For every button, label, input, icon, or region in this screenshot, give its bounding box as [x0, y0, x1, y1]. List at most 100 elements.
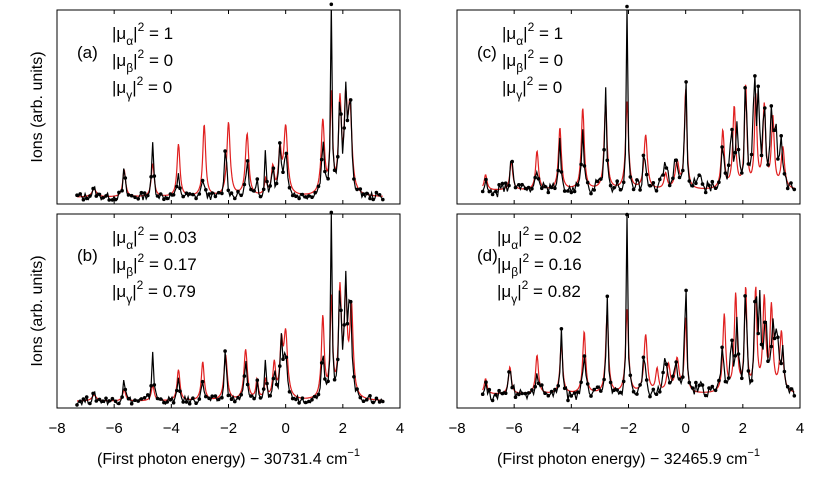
data-point — [175, 184, 179, 189]
data-point — [700, 383, 705, 387]
data-point — [710, 384, 715, 389]
data-point — [187, 401, 192, 406]
data-point — [129, 401, 134, 406]
data-point — [661, 370, 665, 375]
data-point — [123, 387, 128, 392]
data-point — [677, 175, 682, 180]
data-point — [229, 191, 234, 195]
data-point — [579, 380, 583, 385]
data-point — [274, 382, 279, 387]
panel-a: (a) |μα|2 = 1|μβ|2 = 0|μγ|2 = 0 — [56, 2, 401, 205]
data-point — [713, 388, 718, 393]
data-point — [194, 401, 198, 406]
data-point — [336, 357, 340, 362]
data-point — [84, 395, 89, 399]
data-point — [723, 171, 728, 175]
data-point — [766, 359, 770, 364]
data-point — [81, 397, 86, 401]
data-point — [361, 192, 366, 196]
data-point — [772, 128, 777, 132]
data-point — [113, 197, 118, 202]
data-point — [101, 399, 105, 404]
data-point — [236, 395, 240, 400]
data-point — [323, 169, 327, 174]
data-point — [207, 396, 211, 401]
data-point — [139, 190, 144, 195]
data-point — [213, 194, 218, 199]
data-point — [533, 175, 537, 180]
data-point — [746, 162, 751, 166]
data-point — [146, 393, 150, 397]
data-point — [697, 173, 701, 177]
data-point — [307, 194, 311, 198]
annotation-mu-gamma: |μγ|2 = 0.79 — [112, 278, 196, 306]
data-point — [759, 342, 764, 347]
data-point — [599, 177, 603, 181]
data-point — [730, 127, 734, 132]
data-point — [146, 193, 150, 198]
data-point — [75, 403, 79, 407]
data-point — [490, 192, 495, 197]
data-point — [242, 374, 247, 378]
data-point — [792, 187, 797, 192]
data-point — [779, 361, 783, 366]
annotation-mu-alpha: |μα|2 = 0.02 — [497, 224, 582, 252]
data-point — [126, 193, 131, 197]
data-point — [579, 162, 583, 167]
data-point — [371, 400, 376, 405]
data-point — [171, 193, 176, 197]
data-point — [200, 379, 205, 384]
data-point — [782, 172, 787, 176]
data-point — [377, 400, 382, 404]
x-tick-label: −8 — [48, 420, 65, 437]
data-point — [287, 390, 292, 394]
data-point — [332, 377, 337, 382]
data-point — [184, 400, 189, 404]
x-tick-label: 0 — [281, 420, 289, 437]
data-point — [223, 349, 227, 353]
data-point — [500, 181, 505, 186]
data-point — [184, 191, 189, 195]
data-point — [268, 184, 273, 188]
data-point — [268, 393, 273, 398]
data-point — [549, 185, 554, 190]
panel-label: (c) — [477, 43, 497, 62]
series-experiment-line — [482, 214, 795, 402]
data-point — [494, 189, 498, 194]
data-point — [352, 375, 356, 379]
data-point — [348, 299, 353, 304]
data-point — [648, 183, 652, 188]
data-point — [265, 381, 269, 386]
data-point — [97, 192, 102, 197]
data-point — [648, 394, 652, 399]
data-point — [510, 159, 514, 164]
data-point — [661, 173, 665, 177]
data-point — [717, 378, 721, 383]
data-point — [540, 383, 544, 387]
data-point — [792, 394, 797, 398]
data-point — [536, 177, 541, 181]
data-point — [582, 164, 587, 168]
data-point — [690, 184, 695, 188]
data-point — [517, 392, 521, 397]
data-point — [546, 393, 551, 398]
data-point — [175, 388, 179, 393]
data-point — [753, 74, 757, 78]
data-point — [332, 168, 337, 172]
x-tick-label: −6 — [506, 420, 523, 437]
data-point — [595, 179, 600, 184]
data-point — [635, 392, 639, 396]
data-point — [740, 171, 744, 175]
data-point — [168, 192, 173, 196]
x-tick-label: −8 — [448, 420, 465, 437]
data-point — [546, 190, 551, 195]
data-point — [187, 192, 192, 196]
data-point — [210, 394, 214, 399]
data-point — [374, 190, 379, 195]
data-point — [155, 194, 160, 198]
data-point — [618, 390, 623, 395]
data-point — [605, 294, 610, 299]
data-point — [365, 191, 369, 196]
data-point — [592, 188, 596, 192]
data-point — [490, 398, 495, 403]
